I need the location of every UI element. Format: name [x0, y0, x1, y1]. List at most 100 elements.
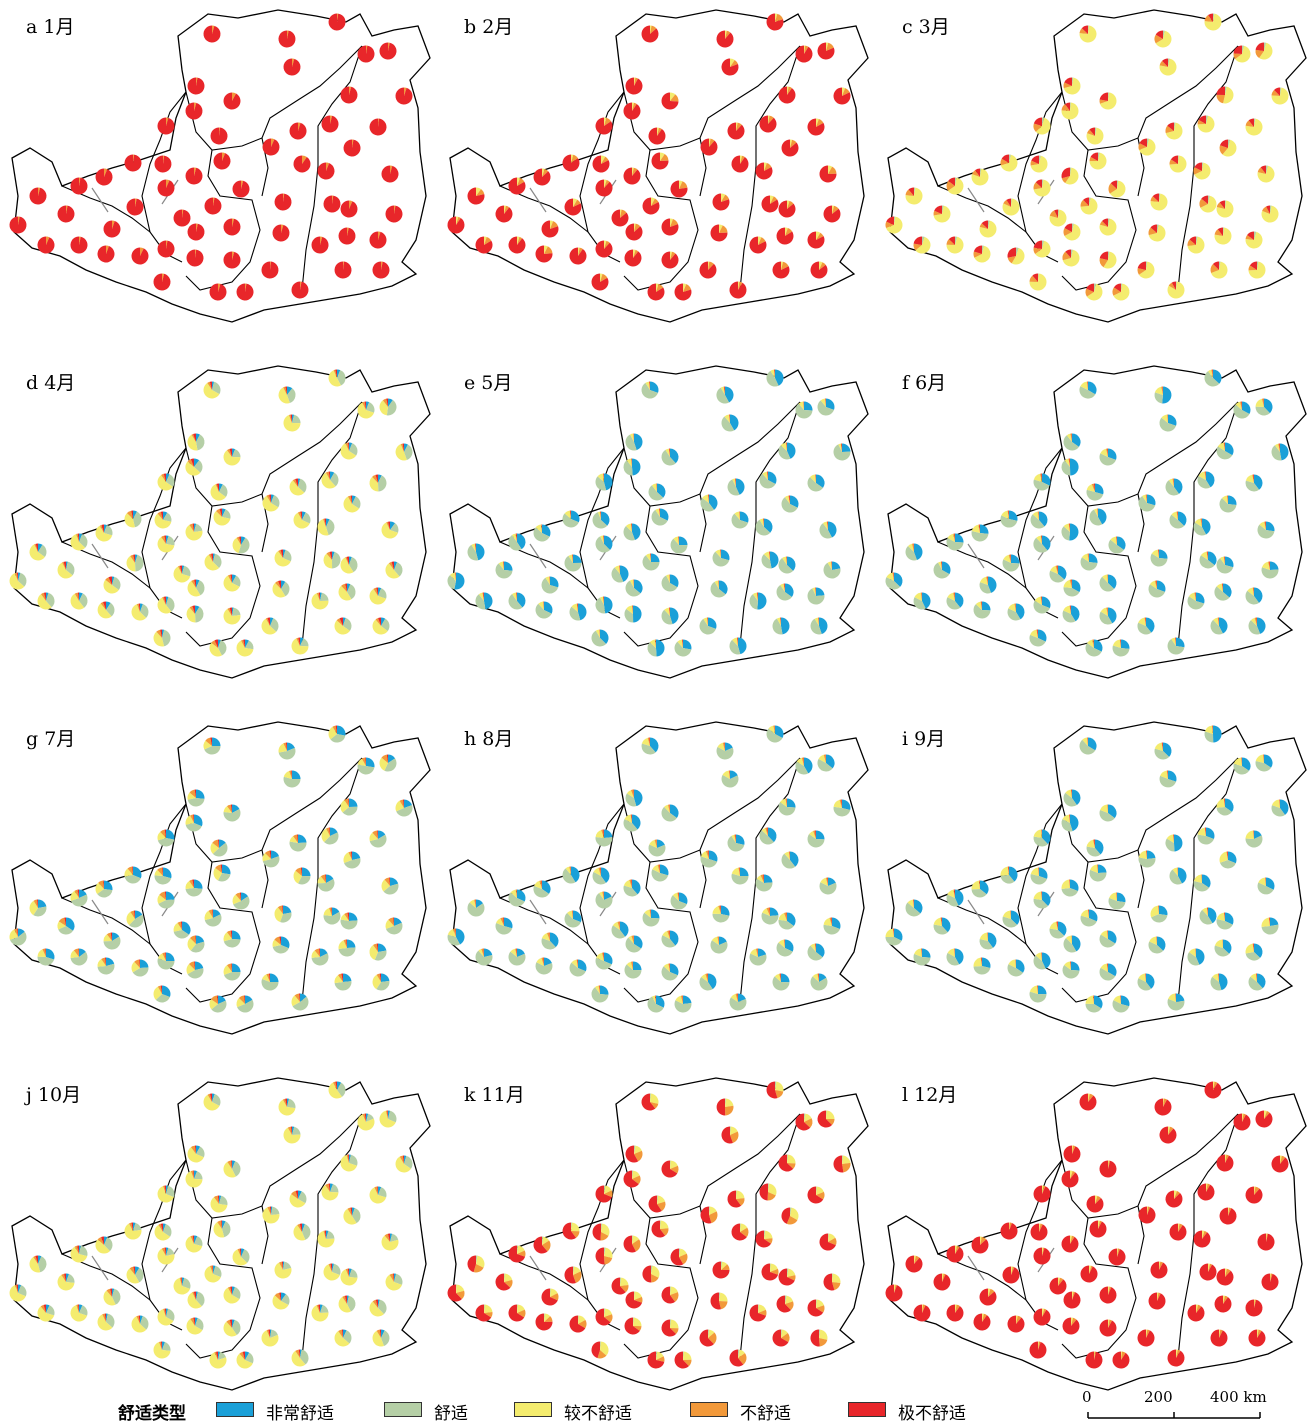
station-pie [1085, 283, 1103, 301]
pie-slice [578, 1315, 586, 1324]
pie-slice [816, 1186, 817, 1195]
pie-slice [1058, 921, 1067, 936]
legend-label: 非常舒适 [266, 1404, 334, 1424]
pie-slice [790, 851, 799, 867]
station-pie [623, 102, 641, 120]
pie-slice [186, 963, 195, 975]
pie-slice [186, 607, 196, 623]
pie-slice [298, 1191, 307, 1204]
pie-slice [1057, 921, 1058, 930]
map-panel-1: a 1月 [0, 0, 436, 355]
station-pie [317, 518, 335, 536]
station-pie [647, 283, 665, 301]
pie-slice [1270, 1273, 1273, 1282]
pie-slice [761, 554, 772, 569]
station-pie [274, 1261, 292, 1279]
pie-slice [281, 936, 290, 949]
pie-slice [708, 494, 709, 503]
pie-slice [632, 523, 641, 540]
pie-slice [541, 524, 542, 533]
station-pie [1167, 993, 1185, 1011]
pie-slice [190, 458, 194, 467]
pie-slice [1223, 227, 1225, 236]
pie-slice [651, 1265, 653, 1274]
station-pie [759, 115, 777, 133]
pie-slice [778, 445, 791, 460]
station-pie [699, 973, 717, 991]
pie-slice [740, 155, 743, 164]
station-pie [1099, 1286, 1117, 1304]
pie-slice [980, 524, 989, 534]
pie-slice [1197, 827, 1206, 836]
pie-slice [1038, 985, 1047, 995]
pie-slice [546, 932, 550, 941]
pie-slice [213, 909, 221, 918]
pie-slice [223, 939, 241, 948]
pie-slice [954, 533, 955, 542]
pie-slice [1029, 634, 1046, 647]
pie-slice [542, 933, 550, 941]
pie-slice [677, 639, 683, 648]
pie-slice [816, 119, 824, 127]
pie-slice [1169, 1223, 1187, 1241]
station-pie [154, 1223, 172, 1241]
pie-slice [576, 603, 578, 612]
pie-slice [187, 1292, 202, 1309]
pie-slice [129, 1266, 135, 1275]
pie-slice [619, 565, 620, 574]
pie-slice [665, 448, 670, 457]
pie-slice [387, 1233, 390, 1242]
pie-slice [942, 1273, 944, 1282]
pie-slice [1070, 1170, 1076, 1179]
pie-slice [104, 957, 106, 966]
pie-slice [595, 837, 613, 847]
pie-slice [724, 414, 730, 423]
pie-slice [657, 864, 660, 873]
pie-slice [1003, 199, 1011, 207]
pie-slice [456, 1284, 457, 1293]
pie-slice [750, 948, 758, 957]
pie-slice [730, 414, 739, 431]
pie-slice [166, 596, 175, 612]
pie-slice [292, 414, 295, 423]
station-pie [283, 1126, 301, 1144]
pie-slice [979, 220, 997, 238]
station-pie [97, 1313, 115, 1331]
pie-slice [352, 1207, 355, 1216]
pie-slice [1197, 1183, 1215, 1201]
pie-slice [573, 199, 581, 207]
pie-slice [207, 381, 212, 390]
pie-slice [179, 1277, 182, 1286]
pie-slice [1036, 535, 1042, 544]
pie-slice [1088, 1093, 1090, 1102]
pie-slice [650, 1102, 659, 1109]
pie-slice [1224, 798, 1225, 807]
pie-slice [157, 537, 175, 553]
pie-slice [1174, 478, 1183, 494]
pie-slice [814, 587, 816, 596]
pie-slice [1085, 288, 1094, 297]
pie-slice [195, 1317, 204, 1331]
pie-slice [730, 58, 735, 67]
station-pie [1049, 565, 1067, 583]
pie-slice [1147, 1206, 1148, 1215]
pie-slice [1112, 645, 1130, 657]
pie-slice [131, 1222, 133, 1231]
pie-slice [232, 449, 241, 458]
pie-slice [795, 761, 809, 775]
pie-slice [338, 585, 352, 601]
pie-slice [387, 521, 390, 530]
station-pie [209, 995, 227, 1013]
pie-slice [700, 497, 715, 512]
pie-slice [349, 86, 352, 95]
pie-slice [77, 592, 79, 601]
pie-slice [955, 533, 964, 543]
pie-slice [1065, 102, 1070, 111]
station-pie [57, 205, 75, 223]
station-pie [213, 1220, 231, 1238]
station-pie [591, 985, 609, 1003]
station-pie [625, 223, 643, 241]
province-boundary [301, 401, 363, 647]
pie-slice [717, 936, 719, 945]
